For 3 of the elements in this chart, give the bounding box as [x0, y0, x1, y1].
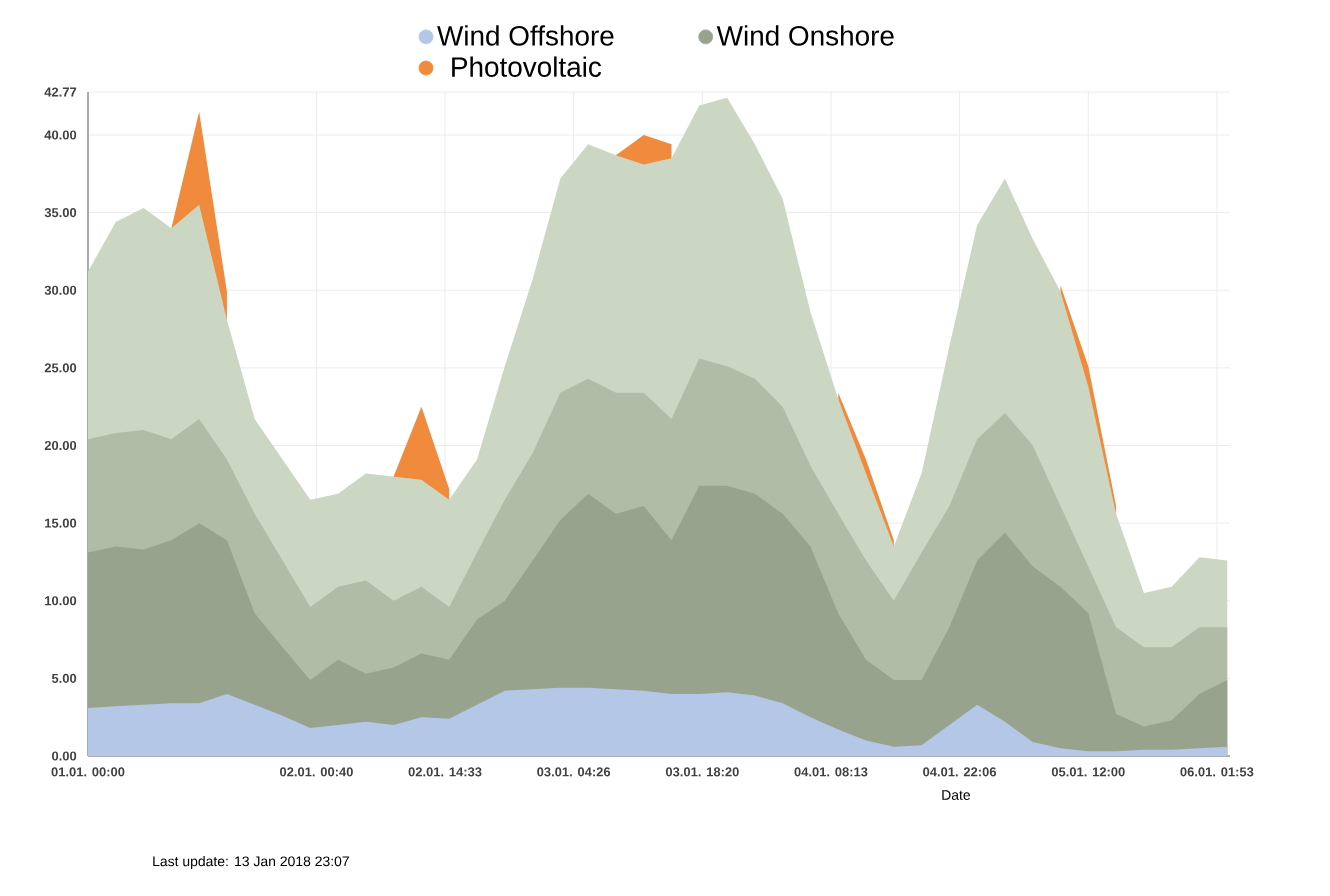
legend-label: Wind Onshore — [716, 25, 894, 46]
legend-label: Photovoltaic — [452, 56, 602, 77]
legend-label: Wind Offshore — [437, 25, 614, 46]
